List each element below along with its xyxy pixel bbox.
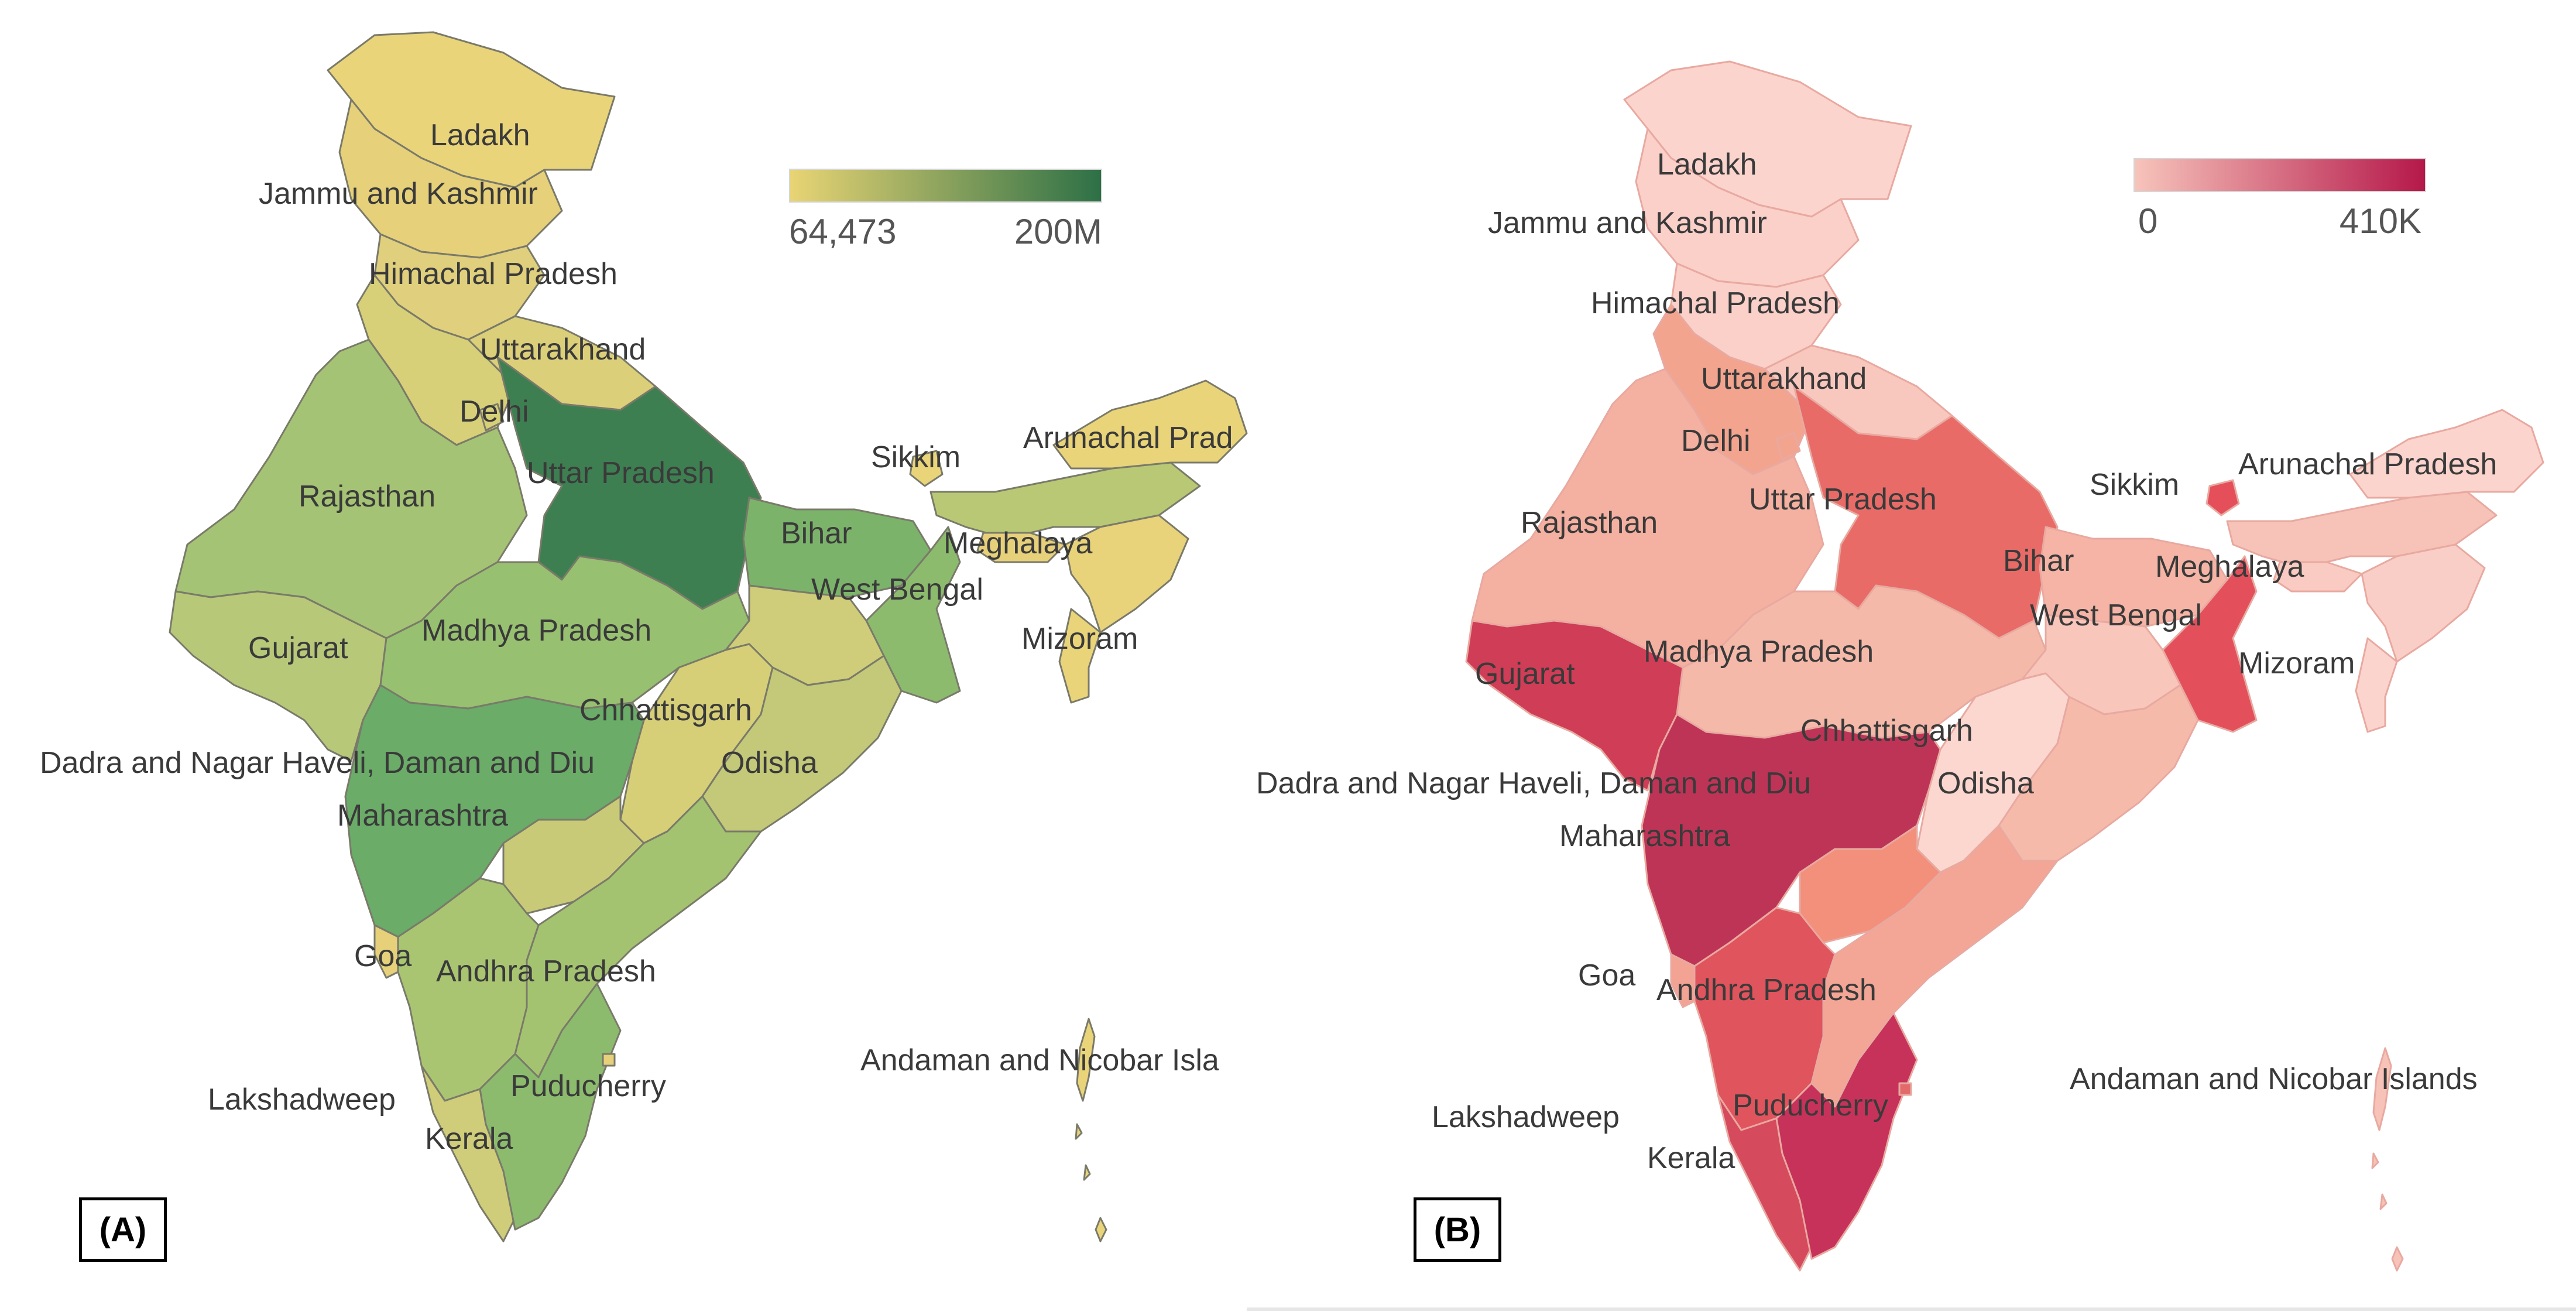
state-goa[interactable] [1670,953,1696,1008]
label-ladakh: Ladakh [430,118,530,152]
legend-max-label: 410K [2339,201,2421,241]
state-meghalaya[interactable] [976,532,1066,563]
label-arunachal: Arunachal Pradesh [2238,447,2497,481]
state-andaman-nicobar[interactable] [2371,1047,2404,1272]
label-mizoram: Mizoram [1021,622,1138,656]
label-rajasthan: Rajasthan [1521,506,1658,540]
label-jammu-kashmir: Jammu and Kashmir [259,177,538,211]
label-goa: Goa [354,939,411,973]
label-gujarat: Gujarat [248,631,348,665]
state-karnataka[interactable] [1693,906,1836,1131]
label-sikkim: Sikkim [871,440,961,474]
state-jammu-kashmir[interactable] [338,98,563,259]
state-ne-states[interactable] [2361,543,2486,663]
color-legend-a: 64,473 200M [789,169,1102,262]
label-bihar: Bihar [781,516,852,550]
map-panel-a: Ladakh Jammu and Kashmir Himachal Prades… [40,31,1248,1262]
panel-tag-b: (B) [1414,1197,1501,1262]
state-gujarat[interactable] [169,590,387,762]
state-gujarat[interactable] [1465,619,1684,792]
label-chhattisgarh: Chhattisgarh [579,693,752,727]
label-west-bengal: West Bengal [811,573,983,607]
label-arunachal: Arunachal Prad [1023,421,1233,455]
label-andaman-nicobar: Andaman and Nicobar Islands [2070,1062,2478,1096]
legend-min-label: 0 [2138,201,2158,241]
state-sikkim[interactable] [909,450,944,487]
state-puducherry[interactable] [1898,1082,1912,1096]
label-gujarat: Gujarat [1475,657,1575,691]
state-tamil-nadu[interactable] [479,983,622,1231]
label-uttar-pradesh: Uttar Pradesh [1749,482,1937,516]
label-delhi: Delhi [459,395,529,429]
label-bihar: Bihar [2003,544,2074,578]
label-uttar-pradesh: Uttar Pradesh [527,456,715,490]
label-puducherry: Puducherry [510,1069,666,1103]
map-panel-b: Ladakh Jammu and Kashmir Himachal Prades… [1247,0,2576,1311]
india-map-b: Ladakh Jammu and Kashmir Himachal Prades… [1256,60,2544,1272]
state-arunachal[interactable] [2349,409,2544,499]
label-lakshadweep: Lakshadweep [1432,1100,1620,1134]
label-andaman-nicobar: Andaman and Nicobar Isla [860,1043,1219,1077]
state-puducherry[interactable] [602,1053,616,1067]
label-madhya-pradesh: Madhya Pradesh [1644,635,1874,669]
label-meghalaya: Meghalaya [2155,550,2304,584]
label-rajasthan: Rajasthan [299,480,435,514]
label-west-bengal: West Bengal [2030,598,2202,632]
state-delhi[interactable] [1775,432,1801,461]
panel-tag-a: (A) [79,1197,167,1262]
india-map-a: Ladakh Jammu and Kashmir Himachal Prades… [40,31,1248,1242]
color-legend-b: 0 410K [2133,158,2426,252]
label-puducherry: Puducherry [1733,1088,1888,1122]
label-madhya-pradesh: Madhya Pradesh [421,614,651,648]
state-karnataka[interactable] [397,877,540,1102]
state-ne-states[interactable] [1064,514,1189,634]
label-delhi: Delhi [1681,424,1751,458]
state-jammu-kashmir[interactable] [1635,128,1860,288]
label-andhra-pradesh: Andhra Pradesh [1656,973,1877,1007]
state-mizoram[interactable] [1058,608,1102,704]
state-tamil-nadu[interactable] [1775,1012,1918,1260]
label-dnh: Dadra and Nagar Haveli, Daman and Diu [40,746,595,780]
label-maharashtra: Maharashtra [1559,819,1730,853]
state-andaman-nicobar[interactable] [1075,1018,1107,1242]
label-mizoram: Mizoram [2238,646,2355,680]
label-andhra-pradesh: Andhra Pradesh [436,954,656,988]
panel-b-baseline [1247,1307,2576,1311]
label-ladakh: Ladakh [1657,148,1757,182]
state-meghalaya[interactable] [2273,561,2363,593]
legend-min-label: 64,473 [789,212,897,251]
label-himachal-pradesh: Himachal Pradesh [1591,286,1840,320]
label-maharashtra: Maharashtra [337,799,508,833]
label-odisha: Odisha [1937,766,2034,800]
label-kerala: Kerala [1647,1141,1735,1175]
legend-max-label: 200M [1014,212,1102,251]
label-goa: Goa [1578,959,1635,992]
state-mizoram[interactable] [2355,637,2398,733]
legend-gradient-bar [789,169,1102,203]
label-himachal-pradesh: Himachal Pradesh [369,257,618,291]
label-uttarakhand: Uttarakhand [1701,362,1867,396]
legend-gradient-bar [2133,158,2426,192]
state-sikkim[interactable] [2205,479,2240,516]
label-jammu-kashmir: Jammu and Kashmir [1488,206,1767,240]
label-uttarakhand: Uttarakhand [480,333,646,367]
label-meghalaya: Meghalaya [944,526,1092,560]
label-odisha: Odisha [721,746,818,780]
label-sikkim: Sikkim [2090,468,2179,502]
state-goa[interactable] [373,924,399,979]
state-delhi[interactable] [479,403,505,432]
label-kerala: Kerala [425,1122,513,1156]
label-dnh: Dadra and Nagar Haveli, Daman and Diu [1256,766,1811,800]
label-lakshadweep: Lakshadweep [208,1083,396,1117]
state-arunachal[interactable] [1052,379,1248,470]
label-chhattisgarh: Chhattisgarh [1800,714,1973,748]
